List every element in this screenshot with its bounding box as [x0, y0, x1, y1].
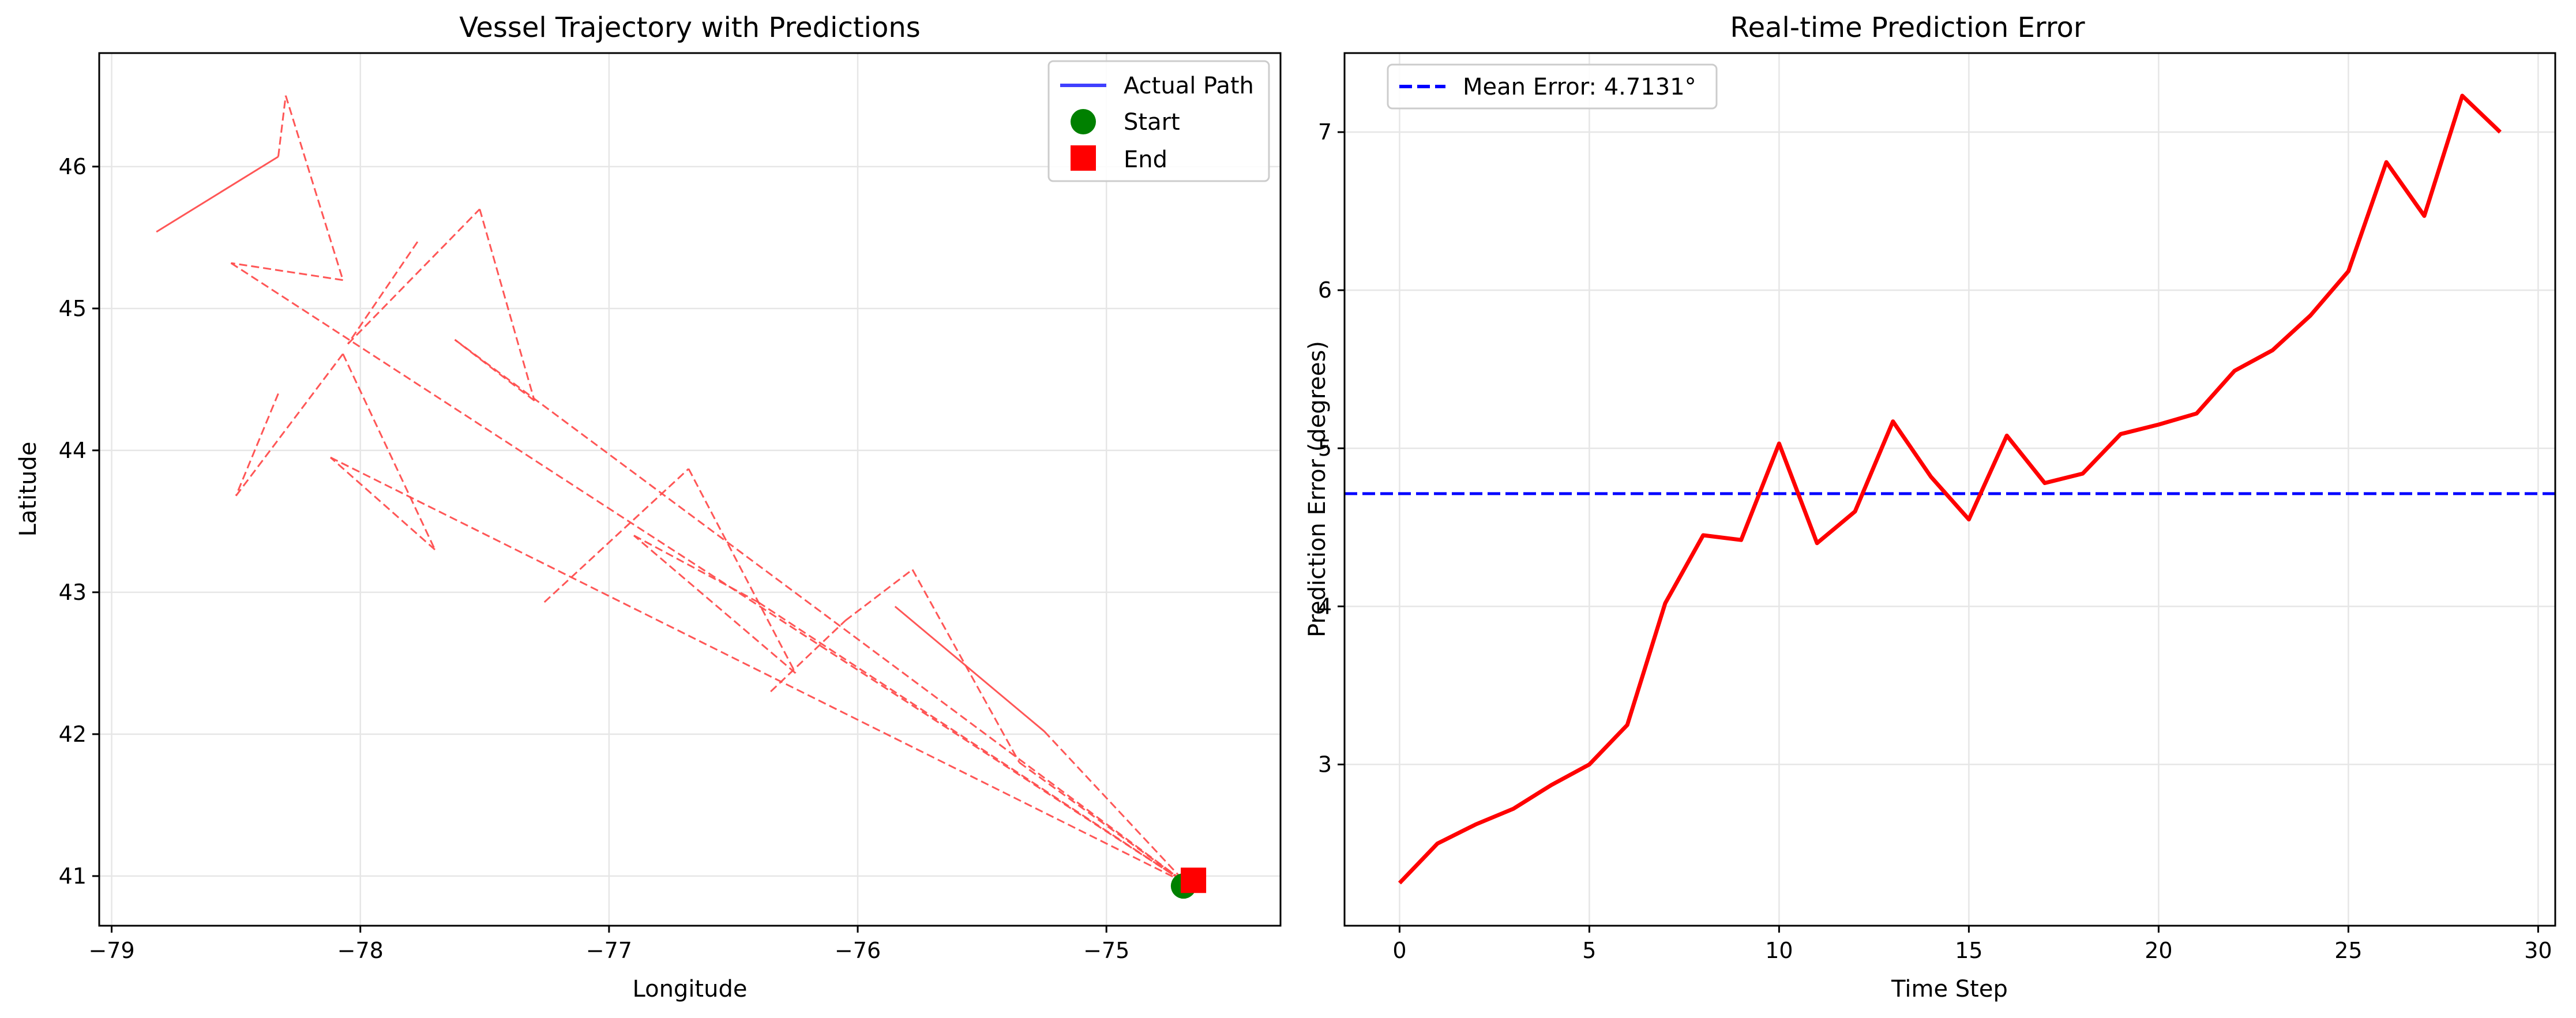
error-xlabel: Time Step [1891, 976, 2008, 1002]
trajectory-chart: Vessel Trajectory with Predictions −79 −7… [15, 12, 1282, 1002]
prediction-segment [347, 208, 480, 345]
error-x-tick-label: 30 [2524, 938, 2552, 963]
trajectory-x-tick-label: −75 [1083, 938, 1129, 963]
error-chart-title: Real-time Prediction Error [1730, 12, 2085, 44]
legend-end-label: End [1124, 146, 1167, 173]
error-y-tick-label: 6 [1318, 277, 1332, 303]
error-y-tick-label: 7 [1318, 119, 1332, 145]
trajectory-series [156, 95, 1207, 899]
legend-mean-error-label: Mean Error: 4.7131° [1463, 74, 1696, 100]
prediction-error-line [1398, 93, 2502, 885]
trajectory-y-tick-label: 44 [59, 438, 87, 463]
legend-actual-path-label: Actual Path [1124, 73, 1254, 99]
prediction-segment [230, 262, 1186, 884]
error-x-tick-label: 10 [1765, 938, 1793, 963]
trajectory-y-tick-label: 43 [59, 580, 87, 605]
end-marker [1181, 867, 1207, 893]
prediction-segment [347, 241, 419, 345]
trajectory-x-tick-label: −76 [835, 938, 881, 963]
trajectory-plot-frame [98, 52, 1282, 927]
legend-start-swatch [1071, 109, 1096, 134]
prediction-segment [894, 606, 1045, 732]
prediction-segment [235, 393, 279, 497]
error-x-tick-label: 5 [1582, 938, 1596, 963]
error-x-tick-label: 0 [1392, 938, 1406, 963]
legend-start-label: Start [1124, 109, 1180, 136]
error-x-tick-label: 20 [2145, 938, 2172, 963]
trajectory-legend-box [1047, 60, 1270, 182]
prediction-segment [688, 468, 797, 674]
trajectory-ylabel: Latitude [15, 442, 42, 537]
error-ticks: 0 5 10 15 20 25 30 3 4 5 6 7 [1318, 119, 2552, 963]
trajectory-legend: Actual Path Start End [1047, 60, 1270, 182]
trajectory-xlabel: Longitude [633, 976, 748, 1002]
prediction-segment [231, 262, 343, 281]
error-grid [1345, 53, 2555, 926]
prediction-segment [770, 619, 846, 693]
error-y-tick-label: 4 [1318, 593, 1332, 619]
prediction-segment [844, 569, 913, 622]
error-chart: Real-time Prediction Error 0 5 10 15 20 25 30 3… [1304, 12, 2556, 1002]
trajectory-y-tick-label: 41 [59, 863, 87, 889]
prediction-segment [479, 209, 535, 401]
prediction-segment [543, 468, 689, 603]
trajectory-chart-title: Vessel Trajectory with Predictions [459, 12, 921, 44]
prediction-segment [1019, 761, 1187, 884]
error-ylabel: Prediction Error (degrees) [1304, 341, 1331, 637]
trajectory-grid [99, 53, 1281, 926]
prediction-segment [1043, 730, 1187, 884]
trajectory-y-tick-label: 42 [59, 722, 87, 747]
prediction-segment [329, 457, 436, 551]
prediction-segment [454, 339, 1187, 884]
error-x-tick-label: 25 [2334, 938, 2362, 963]
prediction-segment [330, 456, 1186, 884]
prediction-segment [277, 95, 287, 157]
trajectory-x-tick-label: −79 [88, 938, 134, 963]
error-legend-box [1387, 63, 1718, 110]
trajectory-x-tick-label: −78 [337, 938, 384, 963]
trajectory-x-tick-label: −77 [586, 938, 632, 963]
error-series [1345, 93, 2555, 885]
prediction-segment [633, 535, 797, 674]
prediction-segment [284, 95, 344, 281]
trajectory-y-tick-label: 46 [59, 154, 87, 179]
prediction-segment [156, 156, 279, 233]
error-x-tick-label: 15 [1955, 938, 1982, 963]
prediction-segment [342, 353, 436, 550]
legend-end-swatch [1071, 145, 1096, 171]
error-legend: Mean Error: 4.7131° [1387, 63, 1718, 110]
error-y-tick-label: 5 [1318, 435, 1332, 461]
error-y-tick-label: 3 [1318, 752, 1332, 777]
error-plot-frame [1343, 52, 2556, 927]
trajectory-ticks: −79 −78 −77 −76 −75 41 42 43 44 45 46 [59, 154, 1130, 963]
prediction-segment [235, 353, 344, 497]
trajectory-y-tick-label: 45 [59, 296, 87, 321]
prediction-segment [757, 601, 1186, 884]
